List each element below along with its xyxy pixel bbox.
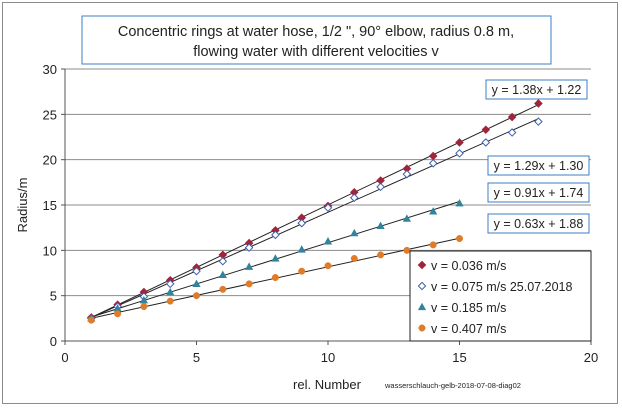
data-point-s2: [507, 128, 517, 137]
data-point-s4: [140, 303, 148, 311]
data-point-s2: [534, 117, 543, 126]
data-point-s3: [455, 198, 464, 207]
trend-label-2: y = 1.29x + 1.30: [494, 159, 584, 173]
trend-label-1: y = 1.38x + 1.22: [492, 83, 582, 97]
y-tick-label: 0: [50, 334, 57, 349]
data-point-s2: [165, 279, 175, 289]
y-tick-label: 30: [43, 62, 57, 77]
legend-marker-3: [417, 302, 427, 311]
data-point-s4: [456, 235, 463, 243]
legend-marker-4: [418, 324, 426, 332]
chart: Concentric rings at water hose, 1/2 ", 9…: [15, 15, 598, 392]
data-point-s3: [271, 254, 280, 262]
y-tick-label: 20: [43, 153, 57, 168]
data-point-s4: [114, 310, 122, 318]
x-tick-label: 5: [193, 350, 200, 365]
legend-marker-2: [417, 281, 427, 291]
trend-label-box-1: [485, 79, 588, 100]
trend-label-box-3: [487, 182, 590, 203]
data-point-s4: [350, 255, 358, 262]
y-axis-label: Radius/m: [15, 178, 30, 233]
legend-label-3: v = 0.185 m/s: [431, 301, 506, 315]
legend-label-4: v = 0.407 m/s: [431, 322, 506, 336]
legend-marker-1: [417, 260, 427, 270]
data-point-s3: [323, 237, 333, 245]
data-point-s3: [402, 214, 412, 222]
data-point-s3: [218, 270, 227, 278]
x-tick-label: 10: [321, 350, 335, 365]
data-point-s2: [297, 218, 307, 228]
trend-label-box-2: [487, 155, 590, 176]
footnote: wasserschlauch-gelb-2018-07-08-diag02: [384, 381, 521, 390]
data-point-s4: [193, 292, 200, 300]
data-point-s3: [350, 228, 359, 237]
legend-label-1: v = 0.036 m/s: [431, 259, 506, 273]
title-line-1: Concentric rings at water hose, 1/2 ", 9…: [118, 24, 514, 40]
data-point-s3: [166, 287, 175, 296]
y-tick-label: 25: [43, 107, 57, 122]
data-point-s4: [87, 316, 95, 324]
data-point-s4: [429, 241, 437, 249]
data-point-s2: [218, 256, 228, 266]
trend-label-box-4: [487, 213, 590, 234]
data-point-s3: [376, 221, 385, 230]
data-point-s2: [455, 149, 464, 158]
y-tick-label: 15: [43, 198, 57, 213]
legend-label-2: v = 0.075 m/s 25.07.2018: [431, 280, 572, 294]
title-box: [81, 15, 552, 65]
data-point-s2: [428, 158, 438, 168]
data-point-s4: [324, 262, 332, 270]
data-point-s2: [271, 230, 280, 240]
data-point-s2: [376, 182, 385, 192]
data-point-s3: [244, 262, 254, 270]
x-tick-label: 0: [61, 350, 68, 365]
data-point-s2: [402, 169, 412, 179]
data-point-s1: [481, 125, 491, 135]
x-axis-label: rel. Number: [293, 377, 362, 392]
data-point-s4: [166, 297, 174, 305]
legend-box: [409, 250, 592, 342]
trend-labels: y = 1.38x + 1.22 y = 1.29x + 1.30 y = 0.91…: [485, 79, 590, 234]
trend-label-3: y = 0.91x + 1.74: [494, 186, 584, 200]
data-point-s4: [245, 280, 253, 288]
data-point-s4: [271, 274, 279, 282]
data-point-s3: [297, 245, 306, 253]
data-points: [86, 99, 543, 324]
data-point-s3: [429, 207, 438, 215]
x-tick-label: 15: [452, 350, 466, 365]
data-point-s2: [244, 243, 254, 252]
legend: v = 0.036 m/s v = 0.075 m/s 25.07.2018 v =…: [409, 250, 592, 342]
y-tick-label: 5: [50, 289, 57, 304]
data-point-s4: [403, 246, 411, 254]
chart-frame: Concentric rings at water hose, 1/2 ", 9…: [2, 2, 618, 404]
data-point-s4: [298, 267, 306, 275]
data-point-s1: [507, 112, 517, 122]
chart-title: Concentric rings at water hose, 1/2 ", 9…: [81, 15, 552, 65]
data-point-s1: [455, 138, 464, 147]
x-tick-label: 20: [584, 350, 598, 365]
data-point-s2: [481, 138, 491, 147]
trendline-1: [91, 104, 539, 318]
data-point-s2: [323, 203, 333, 213]
trendline-2: [91, 118, 539, 318]
data-point-s3: [192, 279, 201, 288]
title-line-2: flowing water with different velocities …: [193, 44, 439, 60]
data-point-s2: [192, 266, 201, 276]
data-point-s4: [377, 251, 385, 259]
trend-label-4: y = 0.63x + 1.88: [494, 217, 584, 231]
data-point-s4: [219, 285, 227, 293]
y-tick-label: 10: [43, 243, 57, 258]
data-point-s1: [534, 99, 543, 108]
data-point-s2: [349, 193, 359, 203]
